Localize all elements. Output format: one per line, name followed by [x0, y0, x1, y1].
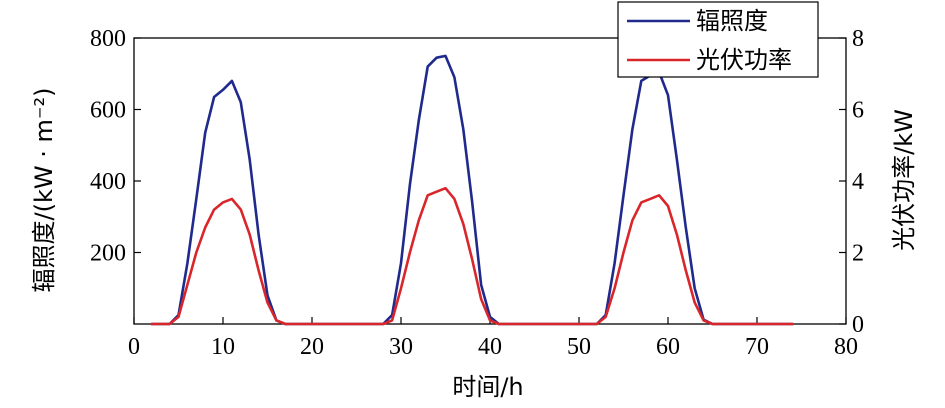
y-right-tick-label: 8 — [852, 26, 864, 52]
x-tick-label: 40 — [478, 334, 502, 360]
y-right-tick-label: 6 — [852, 98, 864, 124]
y-axis-right-title: 光伏功率/kW — [890, 109, 918, 251]
y-right-tick-label: 2 — [852, 241, 864, 267]
legend-box — [617, 1, 819, 78]
plot-frame — [133, 37, 847, 325]
y-left-tick-label: 600 — [90, 98, 126, 124]
y-right-tick-label: 0 — [852, 312, 864, 338]
x-axis: 0 10 20 30 40 50 60 70 80 — [128, 317, 858, 360]
legend: 辐照度 光伏功率 — [617, 1, 819, 78]
legend-label-irradiance: 辐照度 — [696, 7, 768, 35]
x-tick-label: 30 — [389, 334, 413, 360]
y-axis-left-title: 辐照度/(kW · m⁻²) — [30, 88, 58, 293]
y-left-tick-label: 400 — [90, 169, 126, 195]
y-left-tick-label: 200 — [90, 241, 126, 267]
x-tick-label: 70 — [745, 334, 769, 360]
legend-label-pv-power: 光伏功率 — [696, 46, 792, 74]
x-tick-label: 80 — [834, 334, 858, 360]
series-line-0 — [150, 54, 794, 326]
y-axis-left: 200 400 600 800 — [90, 26, 141, 267]
x-axis-title: 时间/h — [452, 373, 523, 401]
x-tick-label: 20 — [300, 334, 324, 360]
x-tick-label: 60 — [656, 334, 680, 360]
series-layer — [150, 54, 794, 326]
y-left-tick-label: 800 — [90, 26, 126, 52]
x-tick-label: 50 — [567, 334, 591, 360]
x-tick-label: 10 — [211, 334, 235, 360]
series-line-1 — [150, 186, 794, 326]
x-tick-label: 0 — [128, 334, 140, 360]
y-axis-right: 0 2 4 6 8 — [839, 26, 864, 338]
y-right-tick-label: 4 — [852, 169, 864, 195]
